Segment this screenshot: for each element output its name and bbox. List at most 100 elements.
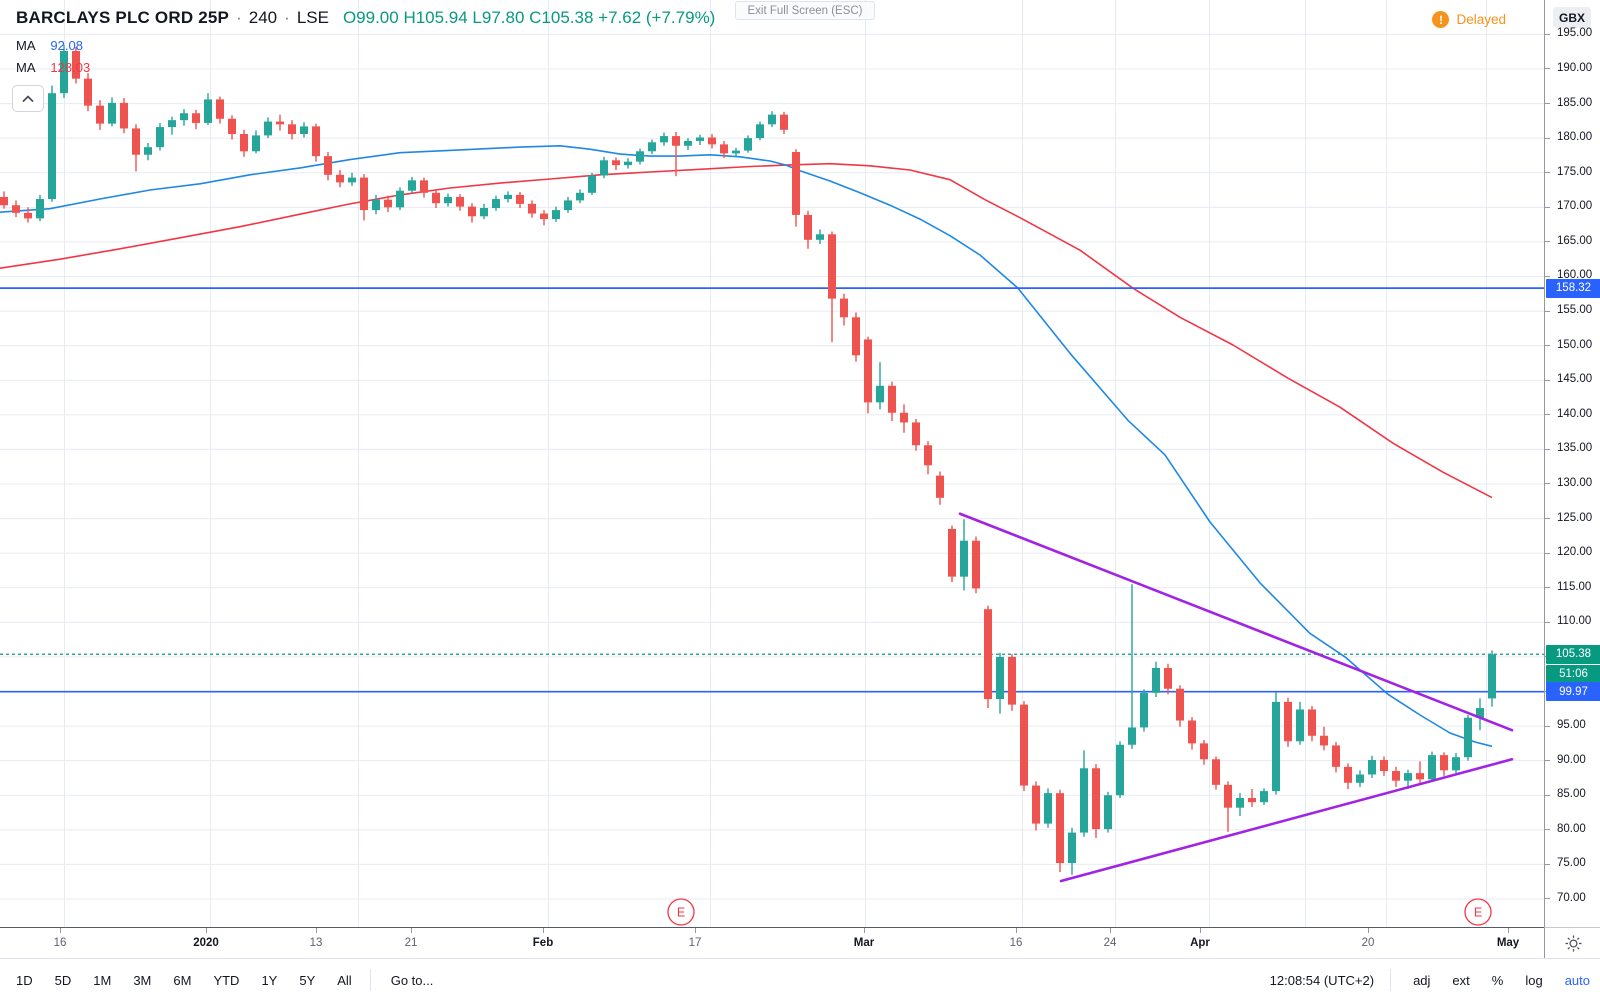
candle [252,135,260,152]
candle [720,144,728,154]
candle [180,113,188,121]
candle [552,210,560,220]
candle [708,137,716,145]
price-tick-dash [1545,552,1550,554]
candle [1140,692,1148,728]
range-button-3m[interactable]: 3M [133,972,152,988]
toolbar-divider [1390,969,1392,991]
candle [1116,744,1124,796]
ma-slow-value: 128.03 [50,60,91,75]
candle [852,317,860,356]
range-button-5d[interactable]: 5D [54,972,72,988]
ma-legend-row-2[interactable]: MA 128.03 [16,60,90,75]
candle [1164,667,1172,689]
candle [876,385,884,403]
candle [996,656,1004,700]
price-tick-dash [1545,345,1550,347]
candle [672,136,680,146]
time-label-16: 16 [1009,937,1023,949]
toolbar-divider [369,969,371,991]
goto-button[interactable]: Go to... [390,972,434,988]
price-tick-label: 135.00 [1557,442,1593,455]
collapse-legend-button[interactable] [12,85,44,112]
candle [1068,832,1076,864]
candle [1044,793,1052,824]
time-axis[interactable]: 16 2020 13 21 Feb 17 Mar 16 24 Apr 20 May [0,927,1544,959]
trendline-ascending-support[interactable] [1059,757,1514,883]
price-tick-dash [1545,310,1550,312]
range-button-1d[interactable]: 1D [16,972,33,988]
candle [396,190,404,208]
adjust-data-button[interactable]: adj [1413,972,1431,988]
candle [1212,759,1220,785]
range-button-1y[interactable]: 1Y [261,972,278,988]
price-tick-label: 130.00 [1557,476,1593,489]
price-tick-label: 110.00 [1557,615,1592,628]
earnings-marker-circle[interactable] [1464,898,1492,926]
price-badge-158-32: 158.32 [1546,278,1600,298]
price-tick-label: 175.00 [1557,165,1593,178]
range-button-1m[interactable]: 1M [93,972,112,988]
interval-value[interactable]: 240 [248,8,278,27]
candle [468,206,476,217]
ma-fast-value: 92.08 [50,38,83,53]
candle [168,120,176,128]
price-tick-dash [1545,829,1550,831]
log-scale-button[interactable]: log [1525,972,1543,988]
time-label-13: 13 [309,937,323,949]
time-label-Feb: Feb [532,937,554,949]
axis-corner-box[interactable] [1544,927,1600,959]
candle [1224,784,1232,808]
candle [420,180,428,193]
price-tick-dash [1545,275,1550,277]
candle [600,160,608,176]
candle [1152,667,1160,693]
candle [1356,774,1364,783]
time-tick-dash [411,928,412,933]
range-button-all[interactable]: All [337,972,352,988]
extended-hours-button[interactable]: ext [1452,972,1470,988]
candle [732,150,740,154]
candle [288,124,296,135]
auto-scale-button[interactable]: auto [1564,972,1590,988]
symbol-name[interactable]: BARCLAYS PLC ORD 25P [16,8,230,27]
candle [840,298,848,318]
delayed-data-badge[interactable]: ! Delayed [1432,11,1506,28]
candle [432,192,440,204]
price-tick-dash [1545,68,1550,70]
exchange-name[interactable]: LSE [296,8,329,27]
range-button-ytd[interactable]: YTD [213,972,240,988]
range-button-6m[interactable]: 6M [173,972,192,988]
trendline-descending-resistance[interactable] [958,512,1514,732]
range-buttons: 1D 5D 1M 3M 6M YTD 1Y 5Y All [0,969,360,992]
candle [1464,717,1472,758]
ohlc-values: O99.00 H105.94 L97.80 C105.38 +7.62 (+7.… [342,8,716,27]
price-tick-label: 165.00 [1557,234,1593,247]
time-tick-dash [1110,928,1111,933]
price-axis[interactable]: GBX 195.00 190.00 185.00 180.00 175.00 170.00… [1544,0,1600,927]
earnings-marker-circle[interactable] [667,898,695,926]
exit-fullscreen-button[interactable]: Exit Full Screen (ESC) [735,1,875,20]
price-tick-dash [1545,206,1550,208]
candle [300,126,308,135]
percent-scale-button[interactable]: % [1491,972,1504,988]
candle [864,339,872,403]
currency-badge[interactable]: GBX [1553,7,1591,28]
toolbar-right: 12:08:54 (UTC+2) adj ext % log auto [1270,969,1590,991]
candle [36,199,44,219]
earnings-marker-label: E [677,906,685,920]
candle [624,161,632,166]
time-tick-dash [695,928,696,933]
separator-dot: · [284,8,290,27]
price-tick-dash [1545,103,1550,105]
ma-legend-row-1[interactable]: MA 92.08 [16,38,83,53]
clock[interactable]: 12:08:54 (UTC+2) [1269,972,1375,988]
candle [588,175,596,193]
price-tick-dash [1545,379,1550,381]
range-button-5y[interactable]: 5Y [299,972,316,988]
price-tick-label: 155.00 [1557,304,1593,317]
candle [1236,798,1244,808]
price-tick-label: 80.00 [1557,822,1586,835]
candle [1452,757,1460,771]
